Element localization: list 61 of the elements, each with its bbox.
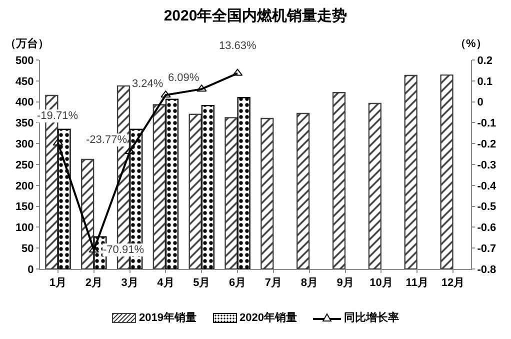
bar xyxy=(224,117,238,269)
y-tick-label: 300 xyxy=(15,138,34,150)
y2-tick-label: -0.7 xyxy=(477,242,496,255)
y-tick-label: 350 xyxy=(15,118,34,130)
y2-axis-title: （%） xyxy=(455,38,487,50)
x-tick-label: 5月 xyxy=(193,277,210,290)
y-axis-title: （万台） xyxy=(5,37,49,50)
x-tick-label: 3月 xyxy=(121,277,138,290)
y-tick-label: 100 xyxy=(15,222,34,234)
chart-title: 2020年全国内燃机销量走势 xyxy=(164,8,348,25)
y2-tick-label: -0.1 xyxy=(477,118,496,130)
y2-tick-label: -0.2 xyxy=(477,138,496,150)
bar xyxy=(152,104,166,269)
point xyxy=(160,90,171,98)
x-tick-label: 12月 xyxy=(441,277,465,290)
data-label: 3.24% xyxy=(132,78,164,90)
y2-tick-label: -0.5 xyxy=(477,201,496,214)
legend-label: 同比增长率 xyxy=(344,310,399,325)
legend-label: 2019年销量 xyxy=(139,310,196,325)
data-label: -70.91% xyxy=(103,244,144,256)
bar xyxy=(260,118,274,269)
data-label: -23.77% xyxy=(86,134,128,146)
bar xyxy=(368,102,382,269)
point xyxy=(124,146,135,154)
data-label: 13.63% xyxy=(219,40,257,52)
y2-tick-label: -0.8 xyxy=(477,264,496,276)
point xyxy=(196,84,207,92)
y-tick-label: 500 xyxy=(15,54,34,67)
y2-tick-label: -0.6 xyxy=(477,222,496,234)
bar xyxy=(332,92,346,269)
y2-tick-label: 0 xyxy=(477,96,484,109)
bar xyxy=(237,97,250,269)
x-tick-label: 2月 xyxy=(85,277,102,290)
x-tick-label: 10月 xyxy=(370,277,393,290)
y2-tick-label: 0.2 xyxy=(477,54,492,67)
x-tick-label: 8月 xyxy=(300,277,318,290)
x-tick-label: 4月 xyxy=(157,277,174,290)
x-tick-label: 9月 xyxy=(336,277,354,290)
y2-tick-label: -0.3 xyxy=(477,159,496,172)
x-tick-label: 7月 xyxy=(264,277,282,290)
data-label: -19.71% xyxy=(37,110,78,122)
bar xyxy=(188,114,202,269)
y-tick-label: 400 xyxy=(15,96,34,109)
y-tick-label: 250 xyxy=(15,159,34,172)
y-tick-label: 450 xyxy=(15,76,34,88)
legend-label: 2020年销量 xyxy=(240,310,297,325)
x-tick-label: 11月 xyxy=(406,277,428,290)
bar xyxy=(296,112,310,269)
y2-tick-label: 0.1 xyxy=(477,76,492,88)
data-label: 6.09% xyxy=(168,72,200,84)
x-tick-label: 1月 xyxy=(49,277,67,290)
y-tick-label: 200 xyxy=(15,180,34,192)
y-tick-label: 0 xyxy=(28,264,34,276)
bar xyxy=(81,158,94,269)
bar xyxy=(201,104,214,269)
bar xyxy=(440,74,454,269)
y-tick-label: 150 xyxy=(15,201,34,214)
x-tick-label: 6月 xyxy=(228,277,246,290)
y2-tick-label: -0.4 xyxy=(477,180,498,192)
bar xyxy=(404,74,418,269)
y-tick-label: 50 xyxy=(22,242,34,255)
